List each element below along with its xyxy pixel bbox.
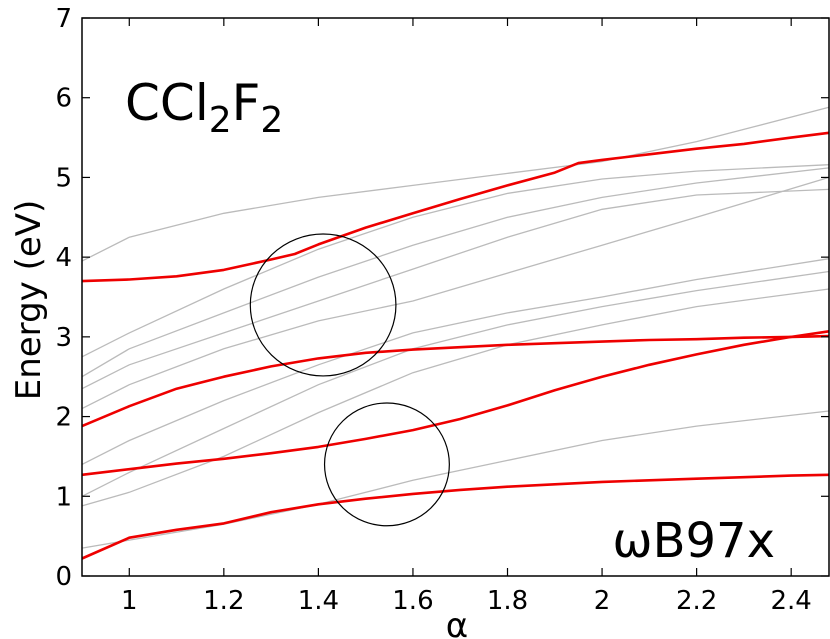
x-tick-label: 1.6	[392, 586, 433, 616]
method-annotation: ωB97x	[612, 513, 775, 569]
molecule-base: CCl	[125, 74, 209, 132]
annotation-circle-2	[323, 402, 450, 527]
highlighted-series-group	[81, 131, 830, 560]
x-axis-label: α	[446, 606, 468, 639]
molecule-sub1: 2	[209, 100, 232, 141]
molecule-sub2: 2	[260, 100, 283, 141]
x-tick-label: 2.4	[770, 586, 811, 616]
y-tick-label: 1	[55, 482, 72, 512]
highlighted-series-line-4	[81, 473, 830, 560]
x-tick-label: 1	[121, 586, 138, 616]
highlighted-series-line-2	[81, 334, 830, 428]
y-tick-label: 2	[55, 403, 72, 433]
background-series-line-1	[81, 106, 830, 262]
axis-ticks: 1 1.2 1.4 1.6 1.8 2 2.2 2.4 0 1 2 3 4 5 6 7	[55, 4, 829, 616]
background-series-line-9	[81, 410, 830, 549]
y-tick-label: 6	[55, 84, 72, 114]
y-tick-label: 7	[55, 4, 72, 34]
molecule-mid: F	[232, 74, 261, 132]
highlighted-series-line-1	[81, 131, 830, 283]
x-tick-label: 2.2	[676, 586, 717, 616]
background-series-line-5	[81, 176, 830, 410]
background-series-line-2	[81, 164, 830, 358]
x-tick-label: 2	[594, 586, 611, 616]
annotation-circles	[249, 233, 450, 527]
highlighted-series-line-3	[81, 330, 830, 477]
x-tick-label: 1.2	[203, 586, 244, 616]
background-series-group	[81, 106, 830, 549]
x-tick-label: 1.4	[298, 586, 339, 616]
y-axis-label: Energy (eV)	[9, 200, 49, 401]
molecule-annotation: CCl2F2	[125, 74, 283, 141]
y-tick-label: 5	[55, 163, 72, 193]
plot-frame	[81, 17, 830, 577]
background-series-line-8	[81, 288, 830, 507]
background-series-line-3	[81, 167, 830, 378]
x-tick-label: 1.8	[487, 586, 528, 616]
y-tick-label: 0	[55, 562, 72, 592]
y-tick-label: 4	[55, 243, 72, 273]
background-series-line-4	[81, 188, 830, 390]
y-tick-label: 3	[55, 323, 72, 353]
background-series-line-6	[81, 258, 830, 465]
annotation-circle-1	[249, 233, 397, 377]
